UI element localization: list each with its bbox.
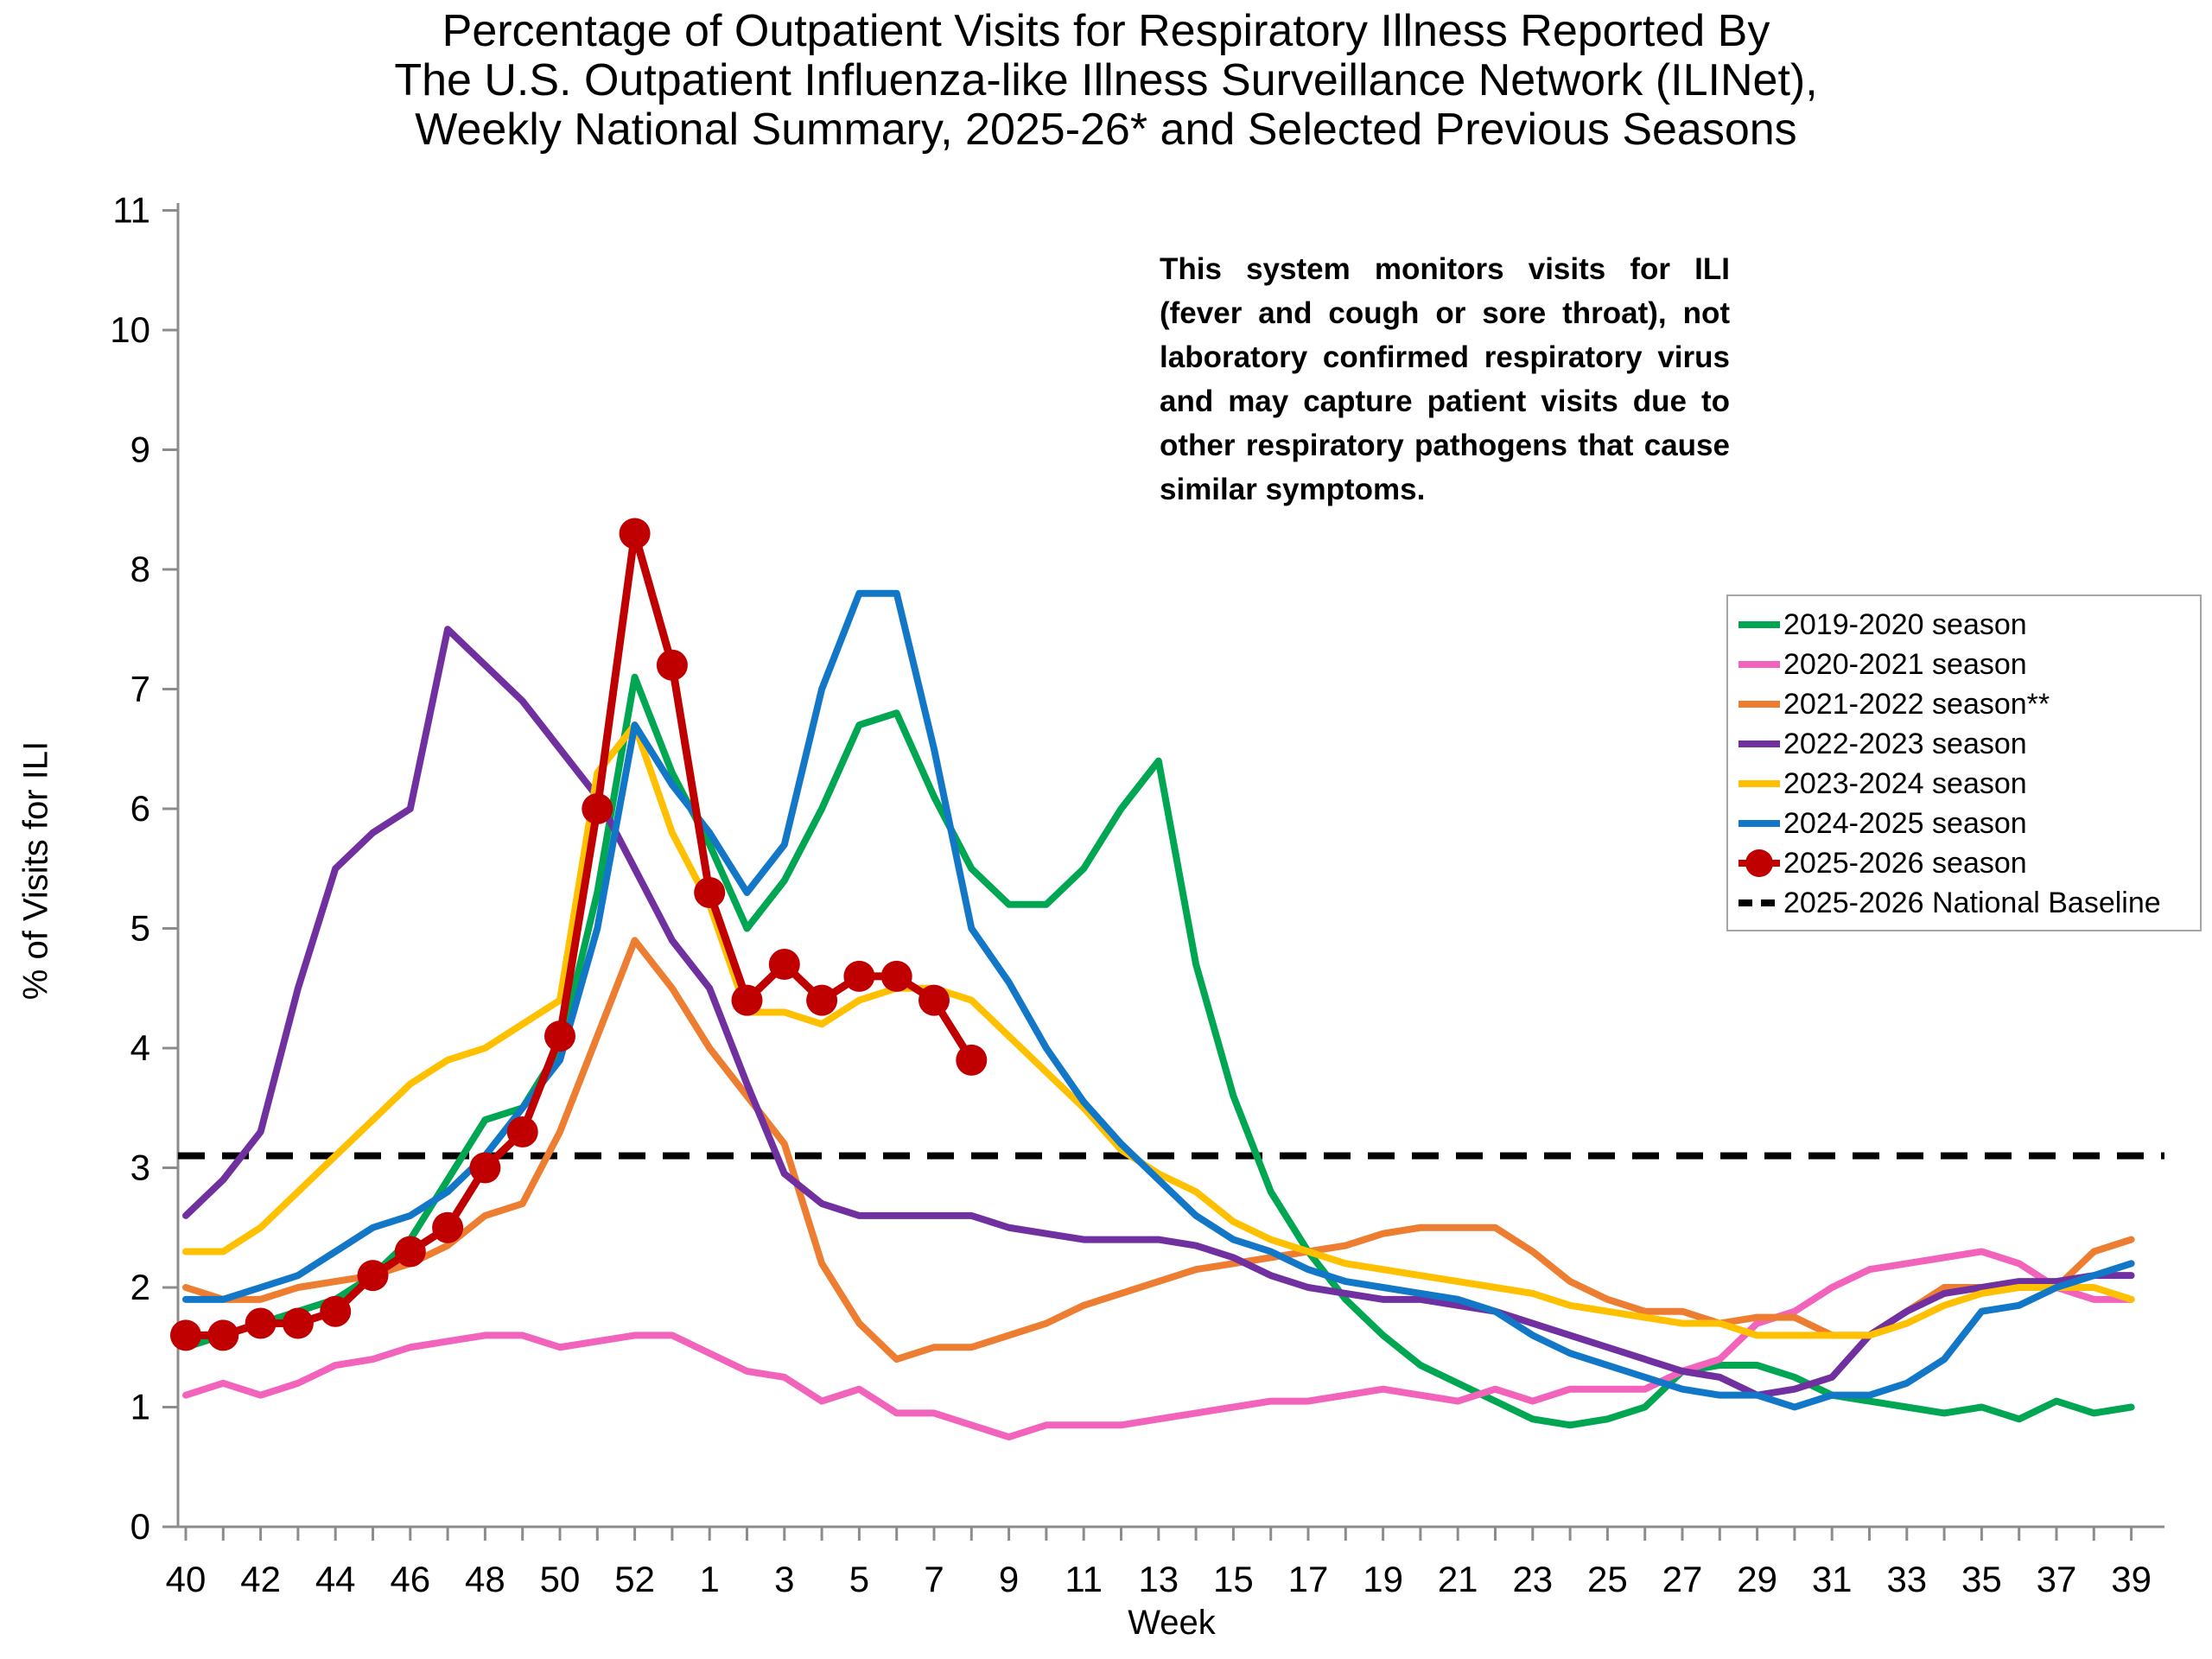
legend-sample-icon xyxy=(1738,780,1780,787)
legend-item: 2025-2026 season xyxy=(1737,843,2190,883)
series-line-2023-2024-season xyxy=(182,721,2135,1339)
y-tick-label: 6 xyxy=(130,788,150,829)
x-tick-label: 13 xyxy=(1138,1559,1179,1599)
y-tick-label: 3 xyxy=(130,1147,150,1188)
x-tick-label: 7 xyxy=(924,1559,944,1599)
x-tick-label: 3 xyxy=(774,1559,794,1599)
legend-label: 2025-2026 National Baseline xyxy=(1783,886,2161,919)
legend-sample-icon xyxy=(1738,849,1780,877)
x-tick-label: 31 xyxy=(1812,1559,1853,1599)
x-tick-label: 27 xyxy=(1662,1559,1703,1599)
y-tick-label: 11 xyxy=(112,190,150,231)
series-marker-1 xyxy=(694,876,726,908)
x-tick-label: 33 xyxy=(1886,1559,1927,1599)
x-tick-label: 48 xyxy=(465,1559,505,1599)
legend-label: 2024-2025 season xyxy=(1783,806,2027,840)
x-tick-label: 21 xyxy=(1438,1559,1478,1599)
x-tick-label: 17 xyxy=(1288,1559,1329,1599)
chart-title: Percentage of Outpatient Visits for Resp… xyxy=(0,7,2212,155)
series-marker-46 xyxy=(394,1236,426,1268)
series-marker-2 xyxy=(731,984,763,1016)
legend-sample-icon xyxy=(1738,621,1780,628)
x-tick-label: 42 xyxy=(240,1559,281,1599)
x-tick-label: 37 xyxy=(2037,1559,2077,1599)
series-line-2020-2021-season xyxy=(182,1248,2135,1441)
y-tick-label: 8 xyxy=(130,549,150,589)
x-tick-label: 44 xyxy=(315,1559,356,1599)
x-tick-label: 50 xyxy=(540,1559,581,1599)
series-marker-47 xyxy=(432,1211,464,1243)
series-marker-48 xyxy=(469,1152,501,1184)
x-tick-label: 46 xyxy=(390,1559,430,1599)
x-tick-label: 15 xyxy=(1213,1559,1254,1599)
y-tick-label: 5 xyxy=(130,908,150,949)
y-tick-label: 9 xyxy=(130,429,150,470)
legend-label: 2019-2020 season xyxy=(1783,607,2027,641)
legend-sample-icon xyxy=(1738,661,1780,668)
series-marker-52 xyxy=(619,518,651,550)
legend-sample-icon xyxy=(1738,701,1780,708)
legend-item: 2024-2025 season xyxy=(1737,804,2190,843)
series-marker-3 xyxy=(768,949,800,981)
legend-item: 2020-2021 season xyxy=(1737,645,2190,684)
legend-label: 2023-2024 season xyxy=(1783,766,2027,800)
x-tick-label: 25 xyxy=(1587,1559,1628,1599)
legend-item: 2021-2022 season** xyxy=(1737,684,2190,724)
series-marker-6 xyxy=(880,960,912,992)
legend-sample-icon xyxy=(1738,741,1780,747)
x-tick-label: 9 xyxy=(999,1559,1019,1599)
chart-title-line3: Weekly National Summary, 2025-26* and Se… xyxy=(415,105,1797,155)
series-marker-53 xyxy=(656,649,688,681)
x-tick-label: 11 xyxy=(1065,1559,1103,1599)
y-tick-label: 4 xyxy=(130,1027,150,1068)
series-marker-42 xyxy=(245,1307,276,1339)
series-marker-40 xyxy=(170,1319,201,1351)
series-line-2022-2023-season xyxy=(182,626,2135,1399)
series-marker-50 xyxy=(544,1020,575,1052)
y-tick-label: 1 xyxy=(130,1387,150,1427)
series-marker-44 xyxy=(320,1295,352,1327)
legend: 2019-2020 season 2020-2021 season 2021-202… xyxy=(1726,594,2202,931)
y-tick-label: 0 xyxy=(130,1506,150,1547)
x-tick-label: 19 xyxy=(1363,1559,1403,1599)
series-line-2021-2022-season- xyxy=(182,937,2135,1363)
legend-label: 2025-2026 season xyxy=(1783,846,2027,880)
x-tick-label: 39 xyxy=(2111,1559,2152,1599)
x-tick-label: 40 xyxy=(166,1559,207,1599)
series-marker-51 xyxy=(582,793,613,824)
y-tick-label: 10 xyxy=(110,309,150,350)
legend-item: 2019-2020 season xyxy=(1737,605,2190,645)
series-marker-41 xyxy=(207,1319,239,1351)
ili-definition-note: This system monitors visits for ILI (fev… xyxy=(1160,252,1730,506)
x-tick-label: 52 xyxy=(614,1559,655,1599)
x-tick-label: 5 xyxy=(849,1559,869,1599)
legend-label: 2021-2022 season** xyxy=(1783,687,2050,721)
x-axis-title: Week xyxy=(1128,1604,1216,1642)
series-line-2025-2026-season xyxy=(181,529,976,1339)
series-marker-49 xyxy=(506,1116,538,1147)
series-marker-5 xyxy=(843,960,875,992)
legend-item: 2025-2026 National Baseline xyxy=(1737,883,2190,923)
legend-label: 2020-2021 season xyxy=(1783,647,2027,681)
legend-item: 2022-2023 season xyxy=(1737,724,2190,764)
legend-sample-icon xyxy=(1738,820,1780,827)
series-marker-43 xyxy=(282,1307,314,1339)
chart-title-line1: Percentage of Outpatient Visits for Resp… xyxy=(442,6,1770,56)
x-tick-label: 29 xyxy=(1737,1559,1777,1599)
y-tick-label: 2 xyxy=(130,1267,150,1307)
chart-title-line2: The U.S. Outpatient Influenza-like Illne… xyxy=(394,55,1818,105)
series-marker-4 xyxy=(806,984,838,1016)
legend-sample-icon xyxy=(1738,899,1780,906)
y-tick-label: 7 xyxy=(130,669,150,709)
series-marker-8 xyxy=(956,1044,988,1076)
x-tick-label: 35 xyxy=(1961,1559,2002,1599)
series-marker-7 xyxy=(918,984,950,1016)
legend-label: 2022-2023 season xyxy=(1783,727,2027,760)
series-marker-45 xyxy=(357,1260,389,1292)
legend-item: 2023-2024 season xyxy=(1737,764,2190,804)
x-tick-label: 1 xyxy=(700,1559,720,1599)
x-tick-label: 23 xyxy=(1512,1559,1553,1599)
